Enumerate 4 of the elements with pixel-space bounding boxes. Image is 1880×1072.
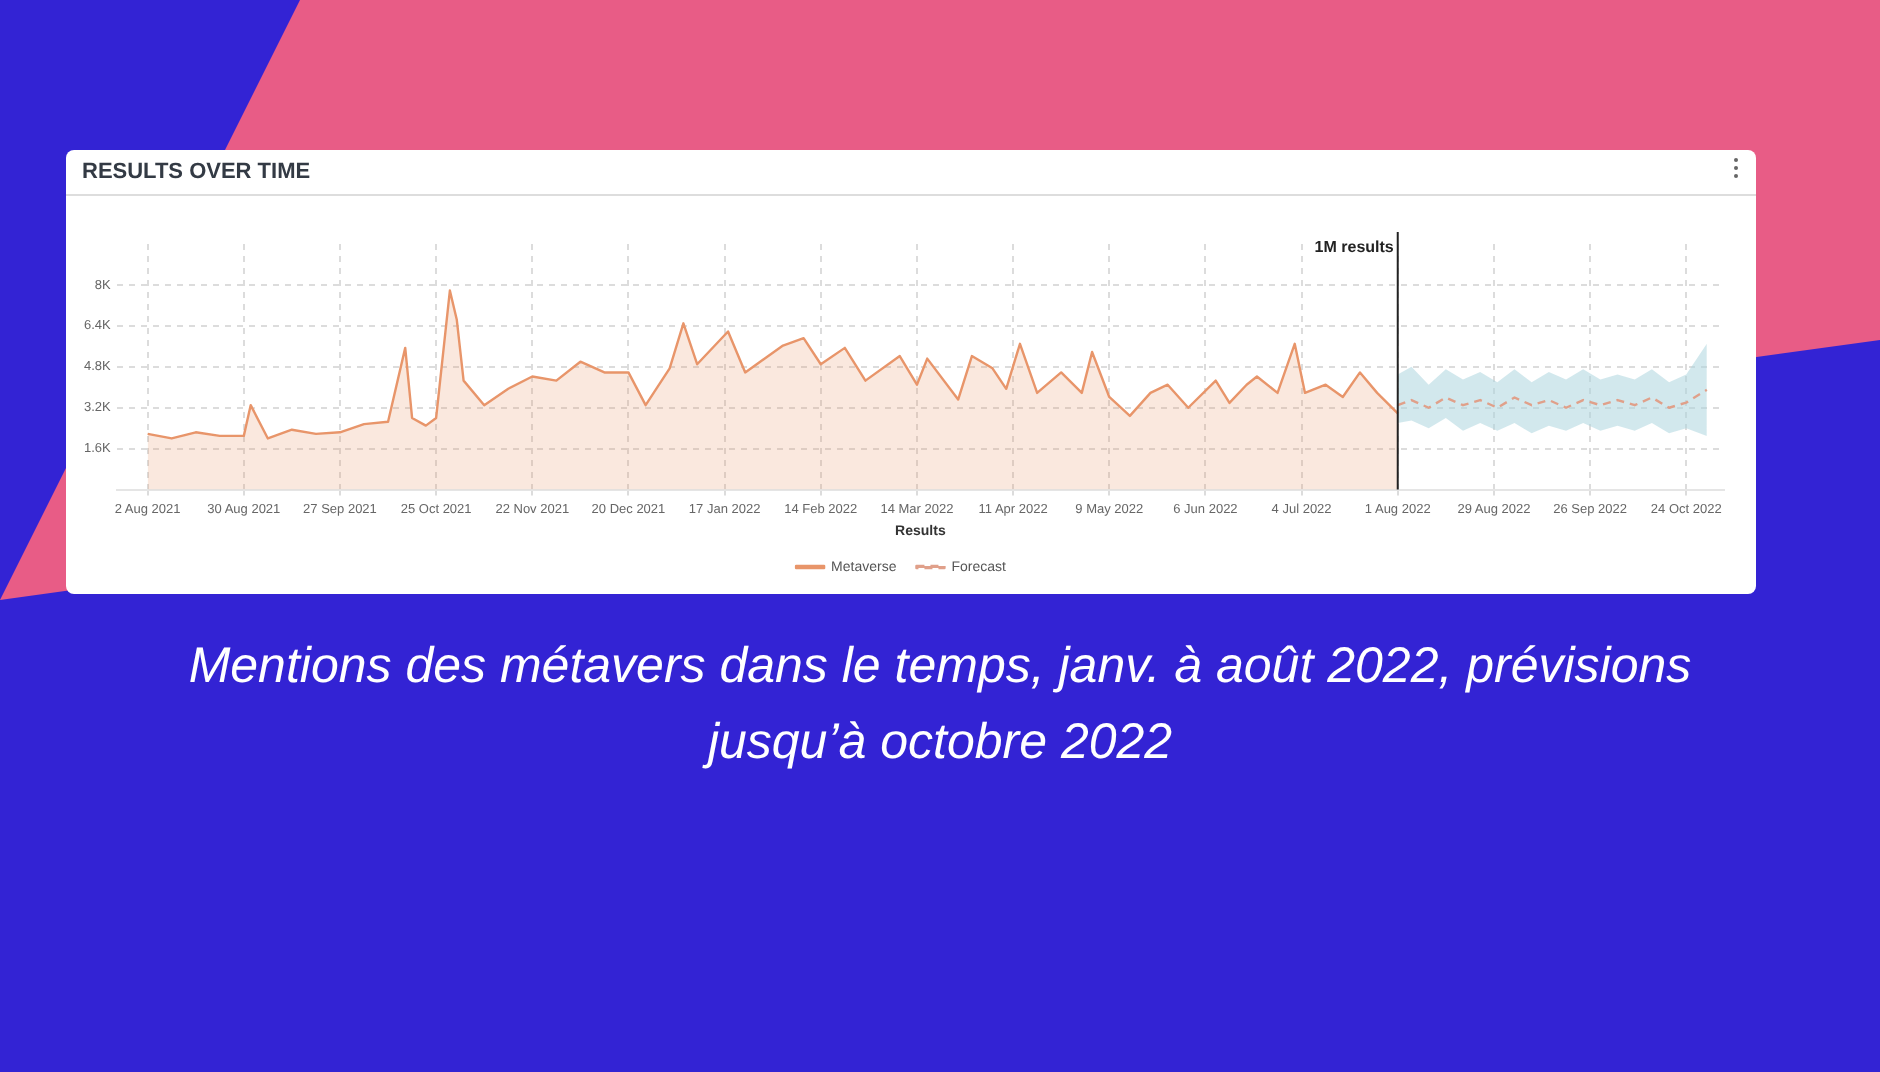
ref-line-label: 1M results	[1314, 238, 1395, 257]
chart-title: RESULTS OVER TIME	[82, 160, 311, 184]
text: Mentions des métavers dans le temps, janv. à août 2022, prévisions jusqu’à octobre 2022	[186, 636, 1694, 774]
line-series	[1396, 388, 1709, 409]
